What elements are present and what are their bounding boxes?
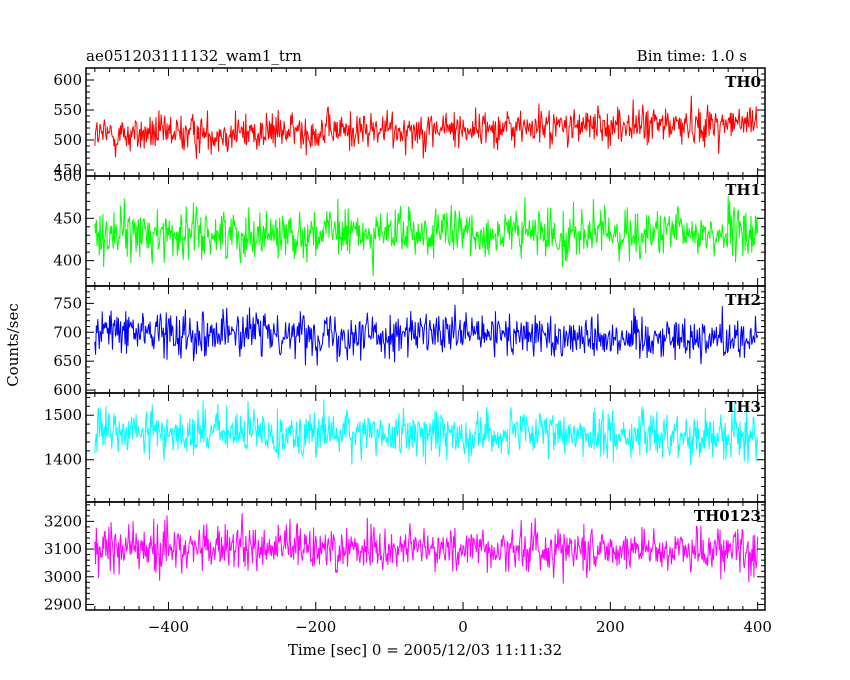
x-tick-labels: −400 −200 0 200 400	[148, 618, 772, 636]
y-tick-label: 750	[53, 294, 82, 312]
panel-th0123: 2900 3000 3100 3200 TH0123	[44, 501, 766, 613]
y-tick-label: 3200	[44, 512, 82, 530]
series-line-th0123	[94, 513, 759, 584]
panel-name-label: TH0123	[694, 507, 761, 525]
panel-th3: 1400 1500 TH3	[44, 392, 766, 503]
y-tick-label: 3100	[44, 540, 82, 558]
y-tick-label: 1500	[44, 406, 82, 424]
y-tick-label: 500	[53, 131, 82, 149]
series-line-th1	[94, 196, 759, 276]
y-axis-label: Counts/sec	[4, 303, 22, 387]
plot-title: ae051203111132_wam1_trn	[86, 47, 302, 65]
y-tick-label: 650	[53, 352, 82, 370]
bin-time-label: Bin time: 1.0 s	[637, 47, 747, 65]
x-tick-label: 0	[458, 618, 468, 636]
x-tick-label: −200	[295, 618, 336, 636]
x-tick-label: 200	[596, 618, 625, 636]
y-tick-label: 2900	[44, 595, 82, 613]
panel-name-label: TH2	[725, 291, 761, 309]
x-axis-label: Time [sec] 0 = 2005/12/03 11:11:32	[288, 641, 562, 659]
y-tick-label: 600	[53, 71, 82, 89]
panel-th1: 400 450 500 TH1	[53, 167, 766, 287]
panel-name-label: TH3	[725, 398, 761, 416]
x-tick-label: 400	[743, 618, 772, 636]
y-tick-label: 400	[53, 252, 82, 270]
series-line-th0	[94, 95, 758, 159]
y-tick-label: 3000	[44, 568, 82, 586]
panel-th2: 600 650 700 750 TH2	[53, 285, 766, 399]
y-tick-label: 600	[53, 381, 82, 399]
y-tick-label: 1400	[44, 451, 82, 469]
y-tick-label: 450	[53, 161, 82, 179]
series-line-th2	[94, 304, 759, 366]
panel-th0: 450 500 550 600 TH0	[53, 67, 766, 179]
series-line-th3	[94, 399, 759, 466]
panel-name-label: TH0	[725, 73, 761, 91]
y-tick-label: 450	[53, 209, 82, 227]
y-tick-label: 500	[53, 167, 82, 185]
y-tick-label: 700	[53, 323, 82, 341]
panel-name-label: TH1	[725, 181, 761, 199]
x-tick-label: −400	[148, 618, 189, 636]
panel-frame	[85, 501, 766, 611]
y-tick-label: 550	[53, 101, 82, 119]
